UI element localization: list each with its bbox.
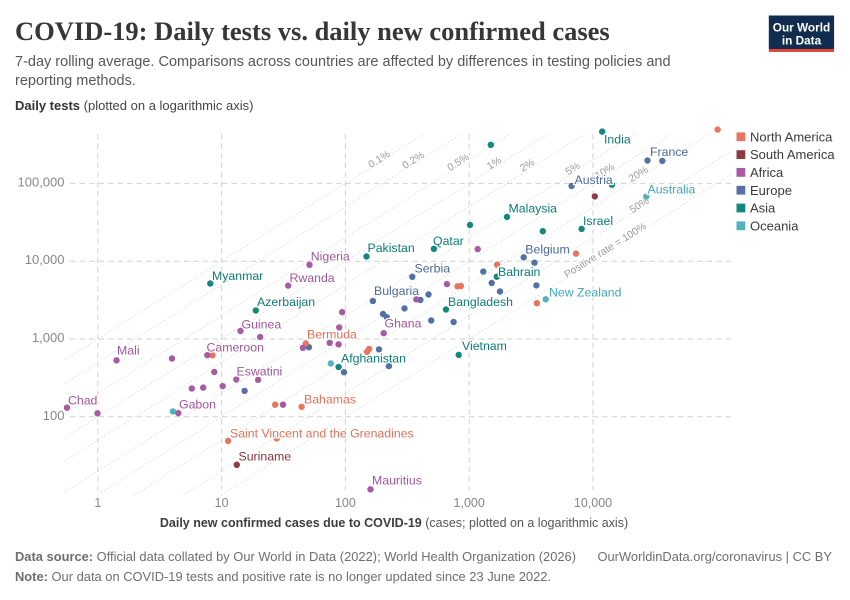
- svg-text:Australia: Australia: [648, 183, 696, 197]
- svg-text:1,000: 1,000: [454, 496, 485, 510]
- svg-text:Serbia: Serbia: [415, 262, 451, 276]
- svg-text:Afghanistan: Afghanistan: [341, 352, 406, 366]
- svg-text:10: 10: [215, 496, 229, 510]
- svg-text:100: 100: [335, 496, 356, 510]
- svg-text:COVID-19: Daily tests vs. dail: COVID-19: Daily tests vs. daily new conf…: [15, 16, 610, 46]
- svg-text:OurWorldinData.org/coronavirus: OurWorldinData.org/coronavirus | CC BY: [597, 549, 832, 564]
- svg-text:Bahrain: Bahrain: [498, 265, 541, 279]
- svg-text:South America: South America: [750, 147, 835, 162]
- svg-text:1,000: 1,000: [32, 330, 65, 345]
- svg-text:Myanmar: Myanmar: [212, 269, 263, 283]
- svg-text:Note: Our data on COVID-19 tes: Note: Our data on COVID-19 tests and pos…: [15, 569, 551, 584]
- svg-text:Daily new confirmed cases due: Daily new confirmed cases due to COVID-1…: [160, 516, 628, 530]
- svg-text:Mali: Mali: [117, 344, 140, 358]
- svg-text:Suriname: Suriname: [239, 450, 292, 464]
- svg-text:Cameroon: Cameroon: [207, 341, 265, 355]
- svg-text:reporting methods.: reporting methods.: [15, 73, 136, 89]
- svg-text:Ghana: Ghana: [385, 317, 422, 331]
- svg-text:Bulgaria: Bulgaria: [374, 284, 419, 298]
- svg-text:10,000: 10,000: [25, 252, 65, 267]
- svg-text:Qatar: Qatar: [433, 234, 464, 248]
- svg-text:7-day rolling average. Compari: 7-day rolling average. Comparisons acros…: [15, 54, 671, 70]
- svg-text:Belgium: Belgium: [525, 243, 569, 257]
- svg-text:Gabon: Gabon: [179, 398, 216, 412]
- svg-text:North America: North America: [750, 129, 833, 144]
- svg-text:Africa: Africa: [750, 165, 784, 180]
- svg-text:1: 1: [94, 496, 101, 510]
- svg-text:10,000: 10,000: [574, 496, 612, 510]
- svg-text:in Data: in Data: [782, 34, 822, 48]
- svg-text:Daily tests (plotted on a loga: Daily tests (plotted on a logarithmic ax…: [15, 98, 253, 113]
- svg-text:Austria: Austria: [575, 173, 613, 187]
- svg-text:100,000: 100,000: [18, 174, 65, 189]
- svg-text:Guinea: Guinea: [242, 318, 282, 332]
- svg-text:Azerbaijan: Azerbaijan: [257, 295, 315, 309]
- svg-text:Chad: Chad: [68, 394, 98, 408]
- svg-text:Our World: Our World: [773, 21, 830, 35]
- svg-text:Eswatini: Eswatini: [237, 365, 283, 379]
- svg-text:Data source: Official data col: Data source: Official data collated by O…: [15, 549, 576, 564]
- svg-text:Bermuda: Bermuda: [307, 328, 357, 342]
- svg-text:Asia: Asia: [750, 201, 776, 216]
- svg-text:Bahamas: Bahamas: [304, 393, 356, 407]
- svg-text:Europe: Europe: [750, 183, 792, 198]
- svg-text:Mauritius: Mauritius: [372, 474, 422, 488]
- svg-text:Nigeria: Nigeria: [311, 250, 350, 264]
- svg-text:Saint Vincent and the Grenadin: Saint Vincent and the Grenadines: [230, 427, 414, 441]
- svg-text:France: France: [650, 145, 688, 159]
- svg-text:Malaysia: Malaysia: [509, 202, 558, 216]
- svg-text:Oceania: Oceania: [750, 218, 799, 233]
- svg-text:Rwanda: Rwanda: [290, 271, 335, 285]
- svg-text:100: 100: [43, 408, 65, 423]
- svg-text:Bangladesh: Bangladesh: [448, 295, 513, 309]
- svg-text:Israel: Israel: [583, 214, 613, 228]
- svg-text:Pakistan: Pakistan: [368, 241, 415, 255]
- svg-text:India: India: [604, 133, 631, 147]
- svg-text:Vietnam: Vietnam: [462, 339, 507, 353]
- svg-text:New Zealand: New Zealand: [549, 286, 622, 300]
